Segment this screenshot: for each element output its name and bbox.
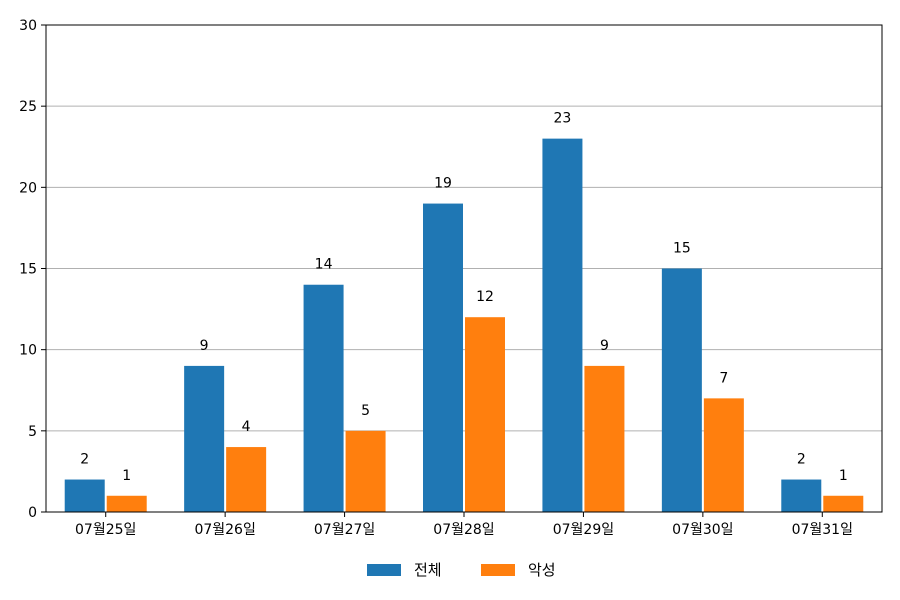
legend-swatch [481, 564, 515, 576]
bar-total [303, 284, 344, 512]
x-tick-label: 07월27일 [314, 522, 375, 538]
legend: 전체 악성 [367, 561, 556, 579]
y-axis: 0 5 10 15 20 25 30 [19, 18, 46, 521]
bar-malicious [106, 495, 147, 512]
bar-total [184, 365, 225, 512]
bar-value-label: 9 [600, 338, 609, 354]
bar-malicious [823, 495, 864, 512]
bar-value-label: 4 [242, 419, 251, 435]
y-tick-label: 15 [19, 262, 37, 278]
x-tick-label: 07월30일 [672, 522, 733, 538]
bar-value-label: 15 [673, 241, 691, 257]
y-tick-label: 5 [28, 424, 37, 440]
y-tick-label: 20 [19, 180, 37, 196]
grid-lines [46, 105, 882, 432]
x-tick-label: 07월25일 [75, 522, 136, 538]
bar-total [423, 203, 463, 513]
bar-value-label: 1 [839, 468, 848, 484]
x-axis: 07월25일 07월26일 07월27일 07월28일 07월29일 07월30일 07월3… [75, 512, 853, 538]
x-tick-label: 07월31일 [792, 522, 853, 538]
y-tick-label: 0 [28, 505, 37, 521]
bar-malicious [226, 447, 267, 512]
legend-swatch [367, 564, 401, 576]
y-tick-label: 25 [19, 99, 37, 115]
bar-total [64, 479, 105, 512]
bar-value-label: 12 [476, 289, 494, 305]
legend-label: 악성 [528, 561, 556, 579]
bar-total [781, 479, 822, 512]
x-tick-label: 07월29일 [553, 522, 614, 538]
bar-total [542, 138, 583, 512]
bar-value-label: 23 [554, 111, 572, 127]
bar-malicious [703, 398, 744, 512]
bars [64, 138, 864, 513]
bar-value-label: 1 [122, 468, 131, 484]
bar-value-label: 7 [719, 370, 728, 386]
bar-value-label: 5 [361, 403, 370, 419]
bar-malicious [584, 365, 625, 512]
bar-value-label: 2 [80, 452, 89, 468]
x-tick-label: 07월26일 [194, 522, 255, 538]
legend-label: 전체 [414, 561, 442, 579]
bar-malicious [345, 430, 386, 512]
bar-value-label: 2 [797, 452, 806, 468]
bar-malicious [465, 317, 505, 512]
y-tick-label: 10 [19, 343, 37, 359]
bar-value-label: 19 [434, 176, 452, 192]
bar-value-label: 14 [315, 257, 333, 273]
bar-total [661, 268, 702, 512]
y-tick-label: 30 [19, 18, 37, 34]
bar-value-label: 9 [200, 338, 209, 354]
x-tick-label: 07월28일 [433, 522, 494, 538]
